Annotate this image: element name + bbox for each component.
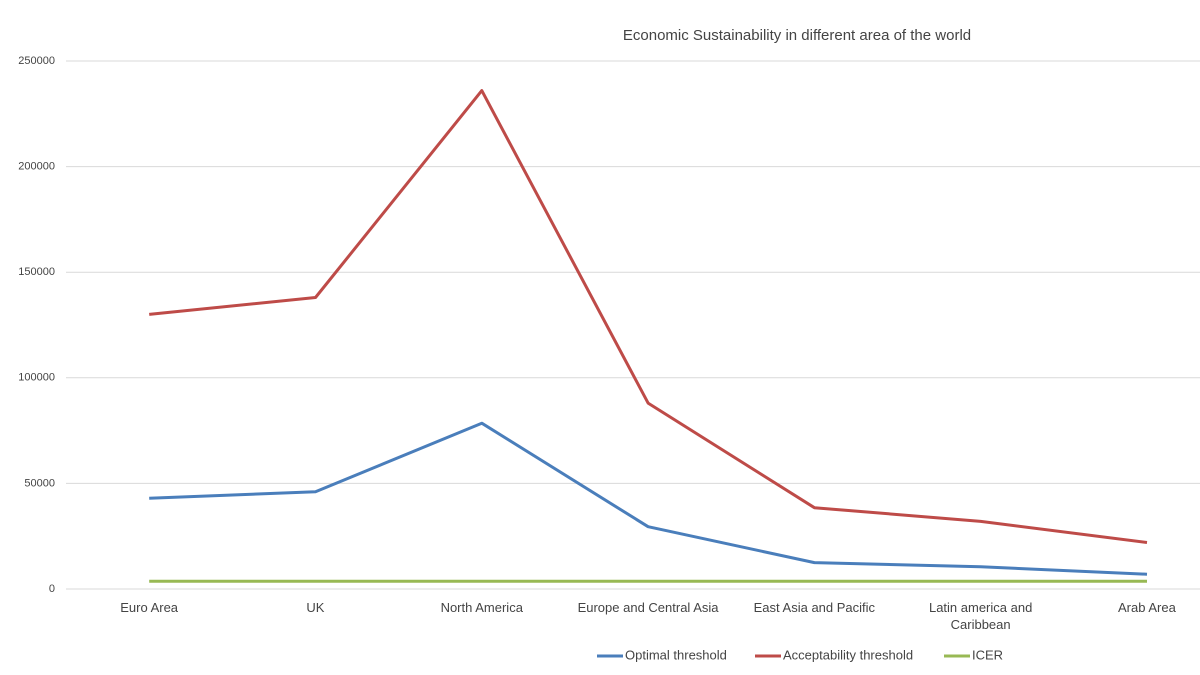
y-tick-label: 0 <box>49 583 55 595</box>
chart-title: Economic Sustainability in different are… <box>623 27 971 44</box>
y-tick-label: 250000 <box>18 55 55 67</box>
x-tick-label: East Asia and Pacific <box>753 600 876 615</box>
x-tick-label: UK <box>306 600 325 615</box>
x-tick-label: North America <box>440 600 523 615</box>
x-tick-label: Euro Area <box>120 600 179 615</box>
y-tick-label: 100000 <box>18 372 55 384</box>
legend-label: Acceptability threshold <box>783 647 913 662</box>
x-tick-label: Europe and Central Asia <box>577 600 719 615</box>
y-tick-label: 200000 <box>18 161 55 173</box>
x-tick-label: Latin america and Caribbean <box>928 600 1033 632</box>
y-tick-label: 50000 <box>24 477 55 489</box>
y-tick-label: 150000 <box>18 266 55 278</box>
legend-label: Optimal threshold <box>625 647 727 662</box>
series-line <box>149 89 1148 544</box>
legend-label: ICER <box>972 647 1003 662</box>
x-tick-label: Arab Area <box>1118 600 1176 615</box>
series-line <box>149 421 1148 576</box>
